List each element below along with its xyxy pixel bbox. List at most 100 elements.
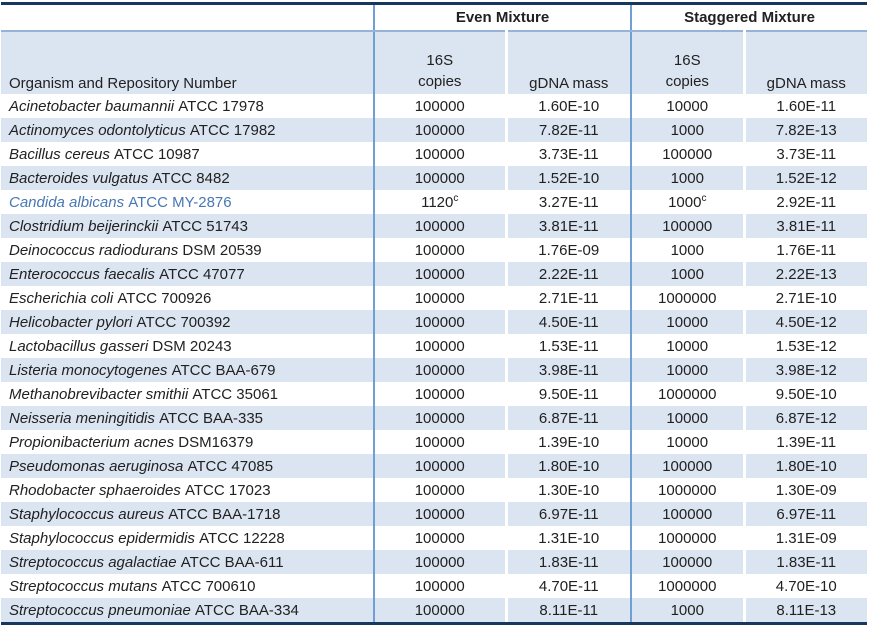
staggered-16s-copies-cell-value: 100000 — [662, 217, 713, 235]
even-16s-copies-cell-value: 100000 — [414, 313, 465, 331]
even-gdna-mass-cell-value: 8.11E-11 — [539, 601, 599, 619]
organism-cell: Acinetobacter baumannii ATCC 17978 — [1, 94, 374, 118]
even-16s-copies-cell-value: 100000 — [414, 409, 465, 427]
staggered-16s-copies-cell: 1000000 — [630, 382, 744, 406]
organism-cell: Actinomyces odontolyticus ATCC 17982 — [1, 118, 374, 142]
even-16s-copies-cell-value: 100000 — [414, 457, 465, 475]
organism-species: Acinetobacter baumannii — [9, 97, 175, 115]
organism-cell: Streptococcus pneumoniae ATCC BAA-334 — [1, 598, 374, 625]
staggered-16s-copies-cell: 1000 — [630, 118, 744, 142]
organism-cell: Neisseria meningitidis ATCC BAA-335 — [1, 406, 374, 430]
even-gdna-mass-cell-value: 3.81E-11 — [538, 217, 599, 235]
staggered-gdna-mass-cell-value: 2.92E-11 — [776, 193, 837, 211]
staggered-16s-copies-cell: 10000 — [630, 310, 744, 334]
staggered-16s-copies-cell-value: 100000 — [662, 457, 713, 475]
organism-species: Pseudomonas aeruginosa — [9, 457, 184, 475]
organism-cell: Candida albicans ATCC MY-2876 — [1, 190, 374, 214]
even-gdna-mass-header: gDNA mass — [504, 31, 631, 94]
organism-species: Actinomyces odontolyticus — [9, 121, 186, 139]
staggered-gdna-mass-cell: 1.52E-12 — [742, 166, 867, 190]
staggered-gdna-mass-cell-value: 1.52E-12 — [775, 169, 837, 187]
staggered-16s-copies-cell: 1000000 — [630, 574, 744, 598]
table-row: Staphylococcus epidermidis ATCC 12228 100… — [1, 526, 867, 550]
organism-repository: ATCC 700392 — [132, 313, 231, 331]
organism-repository: ATCC 17982 — [185, 121, 276, 139]
organism-repository: ATCC BAA-1718 — [164, 505, 281, 523]
even-16s-copies-cell: 100000 — [373, 334, 506, 358]
organism-repository: ATCC BAA-335 — [154, 409, 263, 427]
staggered-gdna-mass-cell: 1.30E-09 — [742, 478, 867, 502]
organism-repository: DSM 20539 — [178, 241, 262, 259]
even-gdna-mass-cell: 1.31E-10 — [504, 526, 631, 550]
even-gdna-mass-cell-value: 6.97E-11 — [538, 505, 599, 523]
even-16s-copies-cell: 100000 — [373, 118, 506, 142]
even-16s-copies-cell-value: 100000 — [414, 289, 465, 307]
staggered-16s-copies-cell: 100000 — [630, 454, 744, 478]
staggered-gdna-mass-cell-value: 2.71E-10 — [775, 289, 837, 307]
staggered-gdna-mass-cell: 3.81E-11 — [742, 214, 867, 238]
even-16s-copies-cell-value: 100000 — [414, 433, 465, 451]
table-row: Acinetobacter baumannii ATCC 17978 100000… — [1, 94, 867, 118]
organism-repository: ATCC BAA-611 — [176, 553, 284, 571]
staggered-gdna-mass-cell-value: 3.81E-11 — [776, 217, 837, 235]
staggered-16s-copies-cell-value: 1000000 — [658, 577, 717, 595]
sub-header-row: Organism and Repository Number 16S copie… — [1, 31, 867, 94]
staggered-16s-copies-cell-value: 10000 — [666, 313, 709, 331]
organism-species: Streptococcus mutans — [9, 577, 158, 595]
staggered-gdna-mass-cell-value: 7.82E-13 — [775, 121, 837, 139]
even-gdna-mass-cell-value: 4.70E-11 — [538, 577, 599, 595]
organism-species: Rhodobacter sphaeroides — [9, 481, 181, 499]
even-16s-copies-cell: 100000 — [373, 502, 506, 526]
staggered-gdna-mass-header: gDNA mass — [742, 31, 867, 94]
staggered-16s-copies-cell-value: 1000 — [670, 169, 704, 187]
even-16s-copies-cell: 100000 — [373, 454, 506, 478]
table-row: Listeria monocytogenes ATCC BAA-679 10000… — [1, 358, 867, 382]
organism-repository: ATCC 47077 — [154, 265, 245, 283]
even-gdna-mass-cell: 1.30E-10 — [504, 478, 631, 502]
organism-cell: Streptococcus agalactiae ATCC BAA-611 — [1, 550, 374, 574]
staggered-gdna-mass-cell-value: 9.50E-10 — [775, 385, 837, 403]
organism-species: Staphylococcus aureus — [9, 505, 165, 523]
staggered-gdna-mass-cell: 1.53E-12 — [742, 334, 867, 358]
organism-cell: Propionibacterium acnes DSM16379 — [1, 430, 374, 454]
staggered-16s-copies-cell: 1000 — [630, 166, 744, 190]
staggered-gdna-mass-cell: 2.92E-11 — [742, 190, 867, 214]
even-gdna-mass-cell-value: 1.80E-10 — [538, 457, 600, 475]
organism-species: Candida albicans — [9, 193, 125, 211]
table-row: Neisseria meningitidis ATCC BAA-335 10000… — [1, 406, 867, 430]
staggered-16s-copies-cell-value: 1000 — [670, 265, 704, 283]
staggered-gdna-mass-cell-value: 1.31E-09 — [775, 529, 837, 547]
even-16s-line1: 16S — [426, 52, 454, 69]
table-header: Even Mixture Staggered Mixture Organism … — [1, 2, 867, 94]
staggered-16s-copies-cell: 100000 — [630, 550, 744, 574]
even-gdna-mass-cell-value: 1.30E-10 — [538, 481, 600, 499]
organism-cell: Staphylococcus aureus ATCC BAA-1718 — [1, 502, 374, 526]
organism-species: Streptococcus agalactiae — [9, 553, 177, 571]
even-gdna-mass-cell: 1.60E-10 — [504, 94, 631, 118]
organism-cell: Rhodobacter sphaeroides ATCC 17023 — [1, 478, 374, 502]
organism-cell: Bacteroides vulgatus ATCC 8482 — [1, 166, 374, 190]
organism-species: Propionibacterium acnes — [9, 433, 175, 451]
staggered-gdna-mass-cell-value: 3.73E-11 — [776, 145, 837, 163]
organism-cell: Escherichia coli ATCC 700926 — [1, 286, 374, 310]
organism-repository: ATCC 12228 — [194, 529, 285, 547]
even-16s-copies-cell: 100000 — [373, 358, 506, 382]
staggered-16s-copies-cell: 10000 — [630, 334, 744, 358]
organism-cell: Staphylococcus epidermidis ATCC 12228 — [1, 526, 374, 550]
table-body: Acinetobacter baumannii ATCC 17978 100000… — [1, 94, 867, 625]
staggered-gdna-mass-cell: 1.83E-11 — [742, 550, 867, 574]
organism-species: Deinococcus radiodurans — [9, 241, 179, 259]
even-gdna-mass-cell: 9.50E-11 — [504, 382, 631, 406]
organism-repository: ATCC 17978 — [174, 97, 264, 115]
staggered-16s-copies-cell: 10000 — [630, 358, 744, 382]
organism-cell: Deinococcus radiodurans DSM 20539 — [1, 238, 374, 262]
even-gdna-mass-cell: 6.87E-11 — [504, 406, 631, 430]
even-16s-copies-cell-value: 100000 — [414, 505, 465, 523]
organism-repository: ATCC 700926 — [113, 289, 212, 307]
staggered-16s-copies-cell-value: 10000 — [666, 361, 709, 379]
even-16s-copies-cell: 100000 — [373, 598, 506, 625]
organism-species: Methanobrevibacter smithii — [9, 385, 189, 403]
even-16s-copies-cell: 100000 — [373, 214, 506, 238]
table-row: Lactobacillus gasseri DSM 20243 100000 1.5… — [1, 334, 867, 358]
staggered-gdna-mass-cell: 3.73E-11 — [742, 142, 867, 166]
